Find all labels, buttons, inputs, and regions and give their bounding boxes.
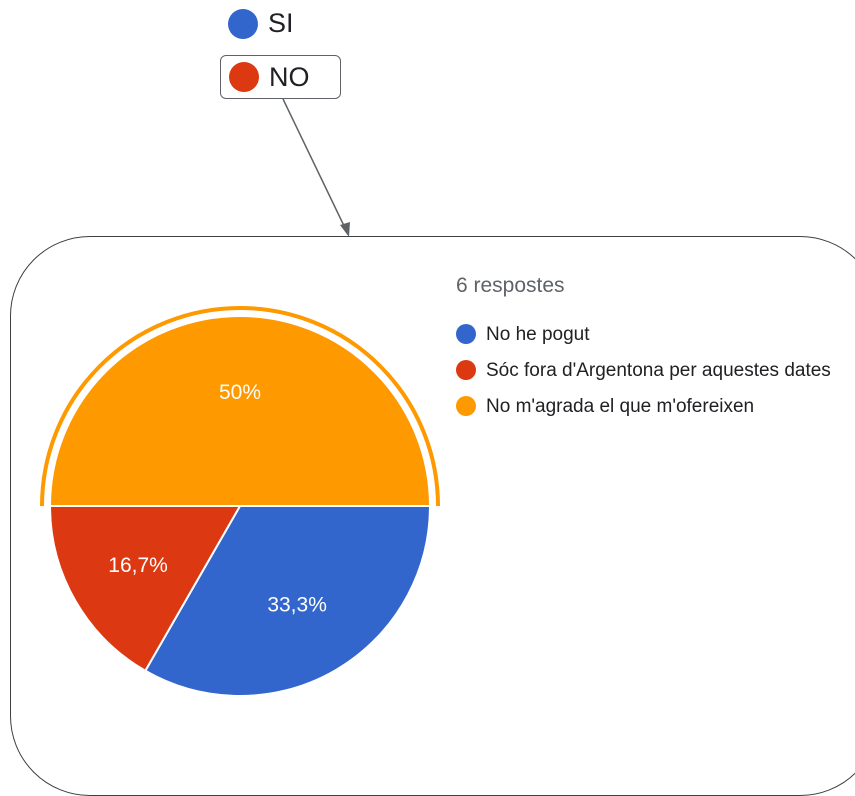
legend-color-dot (456, 360, 476, 380)
top-legend-item-no: NO (220, 55, 341, 99)
legend-color-dot (456, 396, 476, 416)
response-count: 6 respostes (456, 274, 565, 297)
chart-legend: No he pogut Sóc fora d'Argentona per aque… (456, 322, 846, 430)
pie-slice-highlight (40, 306, 440, 507)
si-color-dot (228, 8, 258, 39)
legend-item-1: Sóc fora d'Argentona per aquestes dates (456, 358, 846, 384)
top-legend-label-si: SI (268, 8, 294, 38)
legend-item-2: No m'agrada el que m'ofereixen (456, 394, 846, 420)
pie-slice-1 (48, 505, 242, 673)
pie-slice-0 (143, 505, 432, 697)
connector-line (282, 98, 347, 231)
top-legend-label-no: NO (269, 61, 310, 92)
top-legend-item-si: SI (228, 8, 294, 39)
pie-chart: 33,3% 16,7% 50% (40, 306, 440, 697)
legend-item-0: No he pogut (456, 322, 846, 348)
legend-label: Sóc fora d'Argentona per aquestes dates (486, 360, 831, 381)
legend-label: No m'agrada el que m'ofereixen (486, 396, 755, 417)
pie-data-label-2: 50% (219, 381, 261, 404)
callout-connector (282, 98, 350, 237)
legend-color-dot (456, 324, 476, 344)
no-color-dot (229, 62, 259, 92)
legend-label: No he pogut (486, 324, 590, 345)
connector-arrowhead (340, 222, 350, 237)
pie-slice-2 (48, 315, 432, 507)
pie-data-label-1: 16,7% (108, 554, 168, 577)
pie-data-label-0: 33,3% (267, 594, 327, 617)
